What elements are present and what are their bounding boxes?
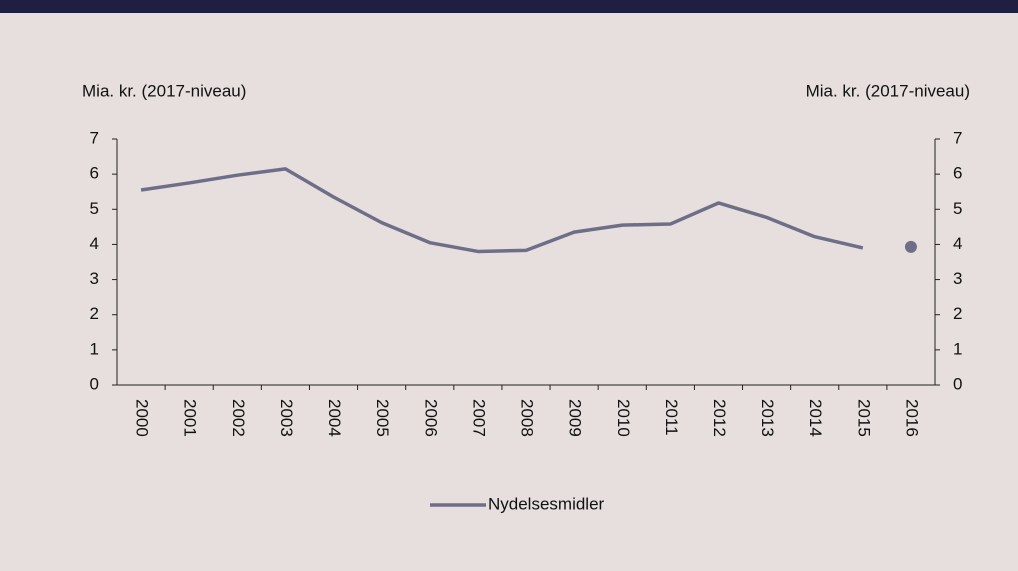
y2-axis-label: Mia. kr. (2017-niveau) (806, 81, 970, 100)
x-tick-label: 2013 (758, 399, 777, 437)
x-tick-label: 2003 (277, 399, 296, 437)
x-tick-label: 2009 (566, 399, 585, 437)
y2-tick-label: 7 (953, 128, 962, 147)
x-tick-label: 2001 (181, 399, 200, 437)
series-line (140, 167, 864, 254)
y-tick-label: 6 (90, 164, 99, 183)
top-bar (0, 0, 1018, 13)
y-tick-label: 0 (90, 374, 99, 393)
y-tick-label: 4 (90, 234, 99, 253)
x-tick-label: 2015 (854, 399, 873, 437)
y-axis-label: Mia. kr. (2017-niveau) (82, 81, 246, 100)
y2-tick-label: 5 (953, 199, 962, 218)
x-tick-label: 2011 (662, 399, 681, 436)
y2-tick-label: 2 (953, 304, 962, 323)
x-tick-label: 2012 (710, 399, 729, 437)
x-tick-label: 2005 (373, 399, 392, 437)
y-tick-label: 1 (90, 339, 99, 358)
series-marker (904, 240, 917, 253)
x-tick-label: 2002 (229, 399, 248, 437)
y-tick-label: 5 (90, 199, 99, 218)
x-tick-label: 2016 (902, 399, 921, 437)
x-tick-label: 2008 (518, 399, 537, 437)
x-tick-label: 2004 (325, 399, 344, 437)
y-tick-label: 7 (90, 128, 99, 147)
x-tick-label: 2006 (421, 399, 440, 437)
y2-tick-label: 4 (953, 234, 962, 253)
y-tick-label: 3 (90, 269, 99, 288)
legend-label: Nydelsesmidler (488, 494, 605, 513)
x-tick-label: 2014 (806, 399, 825, 437)
y-tick-label: 2 (90, 304, 99, 323)
y2-tick-label: 0 (953, 374, 962, 393)
x-tick-label: 2000 (133, 399, 152, 437)
y2-tick-label: 1 (953, 339, 962, 358)
y2-tick-label: 3 (953, 269, 962, 288)
x-tick-label: 2007 (469, 399, 488, 437)
x-tick-label: 2010 (614, 399, 633, 437)
y2-tick-label: 6 (953, 164, 962, 183)
